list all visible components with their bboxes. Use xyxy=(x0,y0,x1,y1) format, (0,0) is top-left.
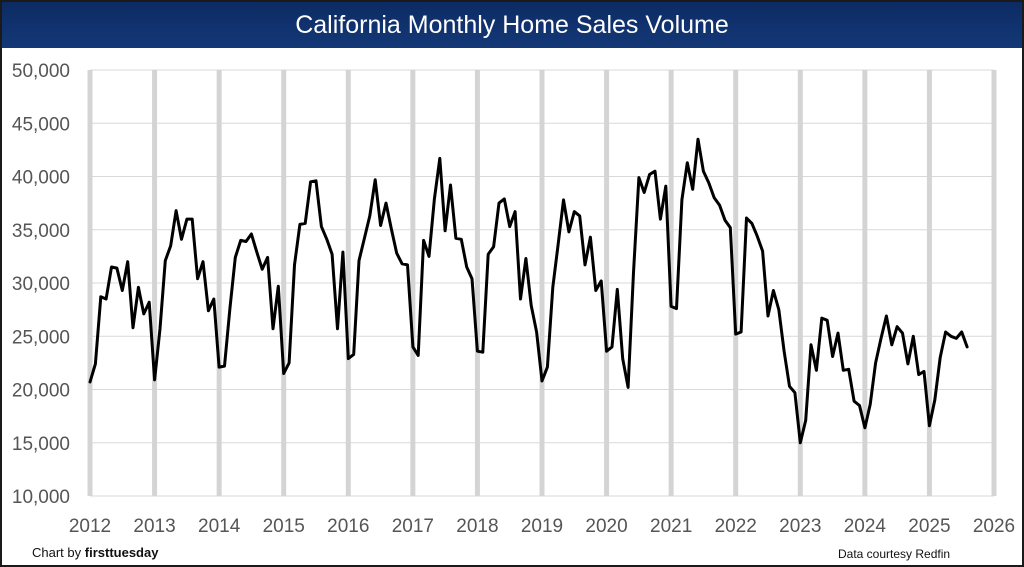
x-tick-label: 2025 xyxy=(908,516,950,537)
credit-prefix: Chart by xyxy=(32,545,82,560)
x-tick-label: 2012 xyxy=(69,516,111,537)
x-tick-label: 2023 xyxy=(779,516,821,537)
data-source: Data courtesy Redfin xyxy=(838,547,951,561)
x-tick-label: 2022 xyxy=(715,516,757,537)
credit-brand: firsttuesday xyxy=(84,545,159,560)
x-tick-label: 2013 xyxy=(133,516,175,537)
x-tick-label: 2016 xyxy=(327,516,369,537)
x-tick-label: 2024 xyxy=(844,516,887,537)
y-tick-label: 10,000 xyxy=(12,487,70,508)
x-tick-label: 2020 xyxy=(585,516,627,537)
y-tick-label: 50,000 xyxy=(12,61,70,82)
y-tick-label: 25,000 xyxy=(12,327,70,348)
y-tick-label: 30,000 xyxy=(12,274,70,295)
x-tick-label: 2019 xyxy=(521,516,563,537)
x-tick-label: 2015 xyxy=(263,516,305,537)
series-line-home-sales xyxy=(88,137,969,445)
y-tick-label: 40,000 xyxy=(12,168,70,189)
y-tick-label: 15,000 xyxy=(12,434,70,455)
y-tick-label: 20,000 xyxy=(12,381,70,402)
x-tick-label: 2017 xyxy=(392,516,434,537)
x-tick-label: 2014 xyxy=(198,516,241,537)
y-tick-label: 35,000 xyxy=(12,221,70,242)
chart-credit: Chart by firsttuesday xyxy=(32,545,158,560)
x-tick-label: 2026 xyxy=(973,516,1015,537)
x-tick-label: 2018 xyxy=(456,516,498,537)
chart-title: California Monthly Home Sales Volume xyxy=(2,2,1022,48)
x-tick-label: 2021 xyxy=(650,516,692,537)
y-tick-label: 45,000 xyxy=(12,114,70,135)
